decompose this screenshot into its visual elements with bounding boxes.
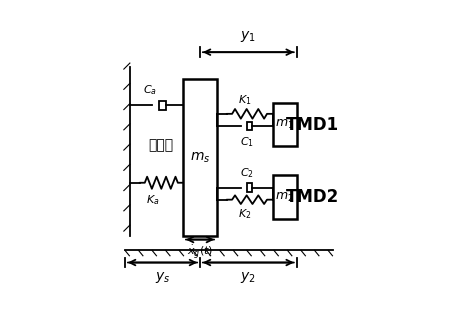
- Text: $y_s$: $y_s$: [155, 270, 170, 285]
- Text: $y_1$: $y_1$: [241, 30, 256, 45]
- Text: $K_a$: $K_a$: [146, 194, 160, 208]
- Text: $C_2$: $C_2$: [240, 166, 254, 180]
- Bar: [247, 122, 252, 130]
- Text: $m_2$: $m_2$: [275, 191, 294, 204]
- Text: 主结构: 主结构: [149, 138, 174, 152]
- Text: $C_1$: $C_1$: [240, 135, 254, 149]
- Text: $C_a$: $C_a$: [143, 83, 158, 97]
- Text: TMD1: TMD1: [286, 116, 339, 134]
- Bar: [247, 183, 252, 192]
- Text: TMD2: TMD2: [286, 188, 339, 206]
- Text: $y_2$: $y_2$: [241, 270, 256, 285]
- Bar: [272, 176, 297, 219]
- Text: $K_1$: $K_1$: [238, 93, 252, 106]
- Bar: [272, 103, 297, 146]
- Text: $K_2$: $K_2$: [238, 207, 251, 221]
- Text: $m_s$: $m_s$: [190, 150, 210, 165]
- Bar: [160, 101, 165, 110]
- Text: $\dot{x}_g(t)$: $\dot{x}_g(t)$: [187, 243, 213, 261]
- Bar: [183, 79, 217, 236]
- Text: $m_1$: $m_1$: [275, 118, 294, 131]
